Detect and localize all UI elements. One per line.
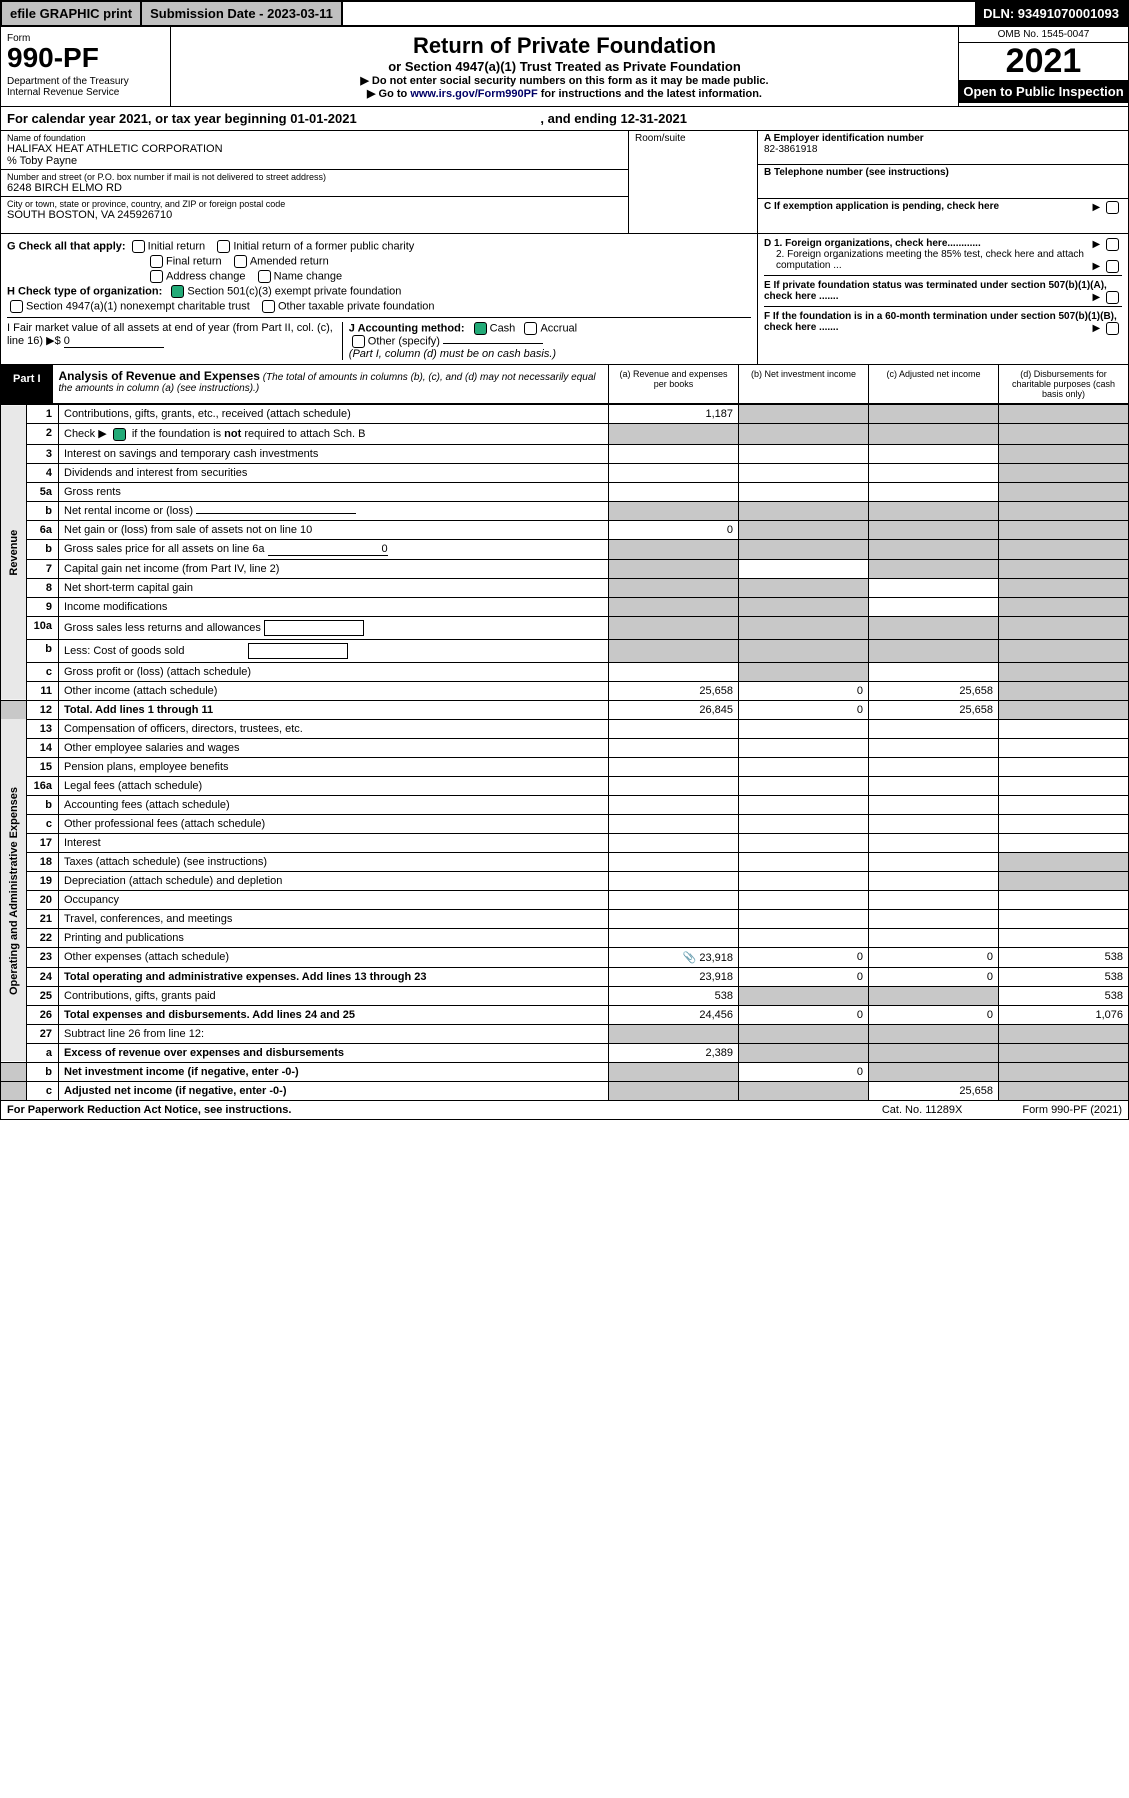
accrual-checkbox[interactable] [524,322,537,335]
instruction-1: ▶ Do not enter social security numbers o… [177,74,952,87]
form-title: Return of Private Foundation [177,33,952,59]
col-a-header: (a) Revenue and expenses per books [608,365,738,403]
name-label: Name of foundation [7,133,622,143]
d1-checkbox[interactable] [1106,238,1119,251]
g-label: G Check all that apply: [7,240,126,252]
tax-year: 2021 [959,43,1128,80]
d2-checkbox[interactable] [1106,260,1119,273]
d2-label: 2. Foreign organizations meeting the 85%… [776,249,1084,271]
i-label: I Fair market value of all assets at end… [7,322,333,347]
initial-return-checkbox[interactable] [132,240,145,253]
top-bar: efile GRAPHIC print Submission Date - 20… [0,0,1129,27]
city-value: SOUTH BOSTON, VA 245926710 [7,209,622,221]
ein-label: A Employer identification number [764,133,924,144]
cat-number: Cat. No. 11289X [882,1104,963,1116]
phone-label: B Telephone number (see instructions) [764,167,949,178]
form-header: Form 990-PF Department of the Treasury I… [0,27,1129,107]
room-suite: Room/suite [628,131,758,233]
other-method-checkbox[interactable] [352,335,365,348]
dln-label: DLN: 93491070001093 [975,2,1127,25]
part1-label: Part I [1,365,53,403]
omb-number: OMB No. 1545-0047 [959,27,1128,43]
col-d-header: (d) Disbursements for charitable purpose… [998,365,1128,403]
address: 6248 BIRCH ELMO RD [7,182,622,194]
col-c-header: (c) Adjusted net income [868,365,998,403]
e-checkbox[interactable] [1106,291,1119,304]
j-label: J Accounting method: [349,322,465,334]
other-taxable-checkbox[interactable] [262,300,275,313]
schb-checkbox[interactable] [113,428,126,441]
ein-value: 82-3861918 [764,144,817,155]
city-label: City or town, state or province, country… [7,199,622,209]
form-number: 990-PF [7,44,164,72]
open-public: Open to Public Inspection [959,80,1128,103]
calendar-year-row: For calendar year 2021, or tax year begi… [0,107,1129,131]
j-note: (Part I, column (d) must be on cash basi… [349,348,556,360]
dept-label: Department of the Treasury Internal Reve… [7,76,164,98]
submission-date: Submission Date - 2023-03-11 [142,2,343,25]
initial-public-checkbox[interactable] [217,240,230,253]
h-label: H Check type of organization: [7,285,162,297]
form-footer: Form 990-PF (2021) [1022,1104,1122,1116]
d1-label: D 1. Foreign organizations, check here..… [764,238,981,249]
exemption-label: C If exemption application is pending, c… [764,201,999,212]
final-return-checkbox[interactable] [150,255,163,268]
efile-button[interactable]: efile GRAPHIC print [2,2,142,25]
4947-checkbox[interactable] [10,300,23,313]
part1-title: Analysis of Revenue and Expenses [59,369,260,383]
e-label: E If private foundation status was termi… [764,280,1107,302]
cash-checkbox[interactable] [474,322,487,335]
footer: For Paperwork Reduction Act Notice, see … [0,1101,1129,1120]
form-subtitle: or Section 4947(a)(1) Trust Treated as P… [177,59,952,74]
attach-icon[interactable]: 📎 [683,952,697,964]
part1-header: Part I Analysis of Revenue and Expenses … [0,365,1129,404]
501c3-checkbox[interactable] [171,285,184,298]
irs-link[interactable]: www.irs.gov/Form990PF [410,88,537,100]
name-change-checkbox[interactable] [258,270,271,283]
instruction-2: ▶ Go to www.irs.gov/Form990PF for instru… [177,87,952,100]
exemption-checkbox[interactable] [1106,201,1119,214]
identity-block: Name of foundation HALIFAX HEAT ATHLETIC… [0,131,1129,234]
address-label: Number and street (or P.O. box number if… [7,172,622,182]
paperwork-notice: For Paperwork Reduction Act Notice, see … [7,1104,291,1116]
foundation-name: HALIFAX HEAT ATHLETIC CORPORATION [7,143,622,155]
part1-table: Revenue 1Contributions, gifts, grants, e… [0,404,1129,1101]
expenses-label: Operating and Administrative Expenses [1,719,27,1062]
revenue-label: Revenue [1,405,27,701]
amended-checkbox[interactable] [234,255,247,268]
care-of: % Toby Payne [7,155,622,167]
address-change-checkbox[interactable] [150,270,163,283]
fmv-value: 0 [64,335,164,348]
checks-block: G Check all that apply: Initial return I… [0,234,1129,365]
f-checkbox[interactable] [1106,322,1119,335]
col-b-header: (b) Net investment income [738,365,868,403]
f-label: F If the foundation is in a 60-month ter… [764,311,1117,333]
